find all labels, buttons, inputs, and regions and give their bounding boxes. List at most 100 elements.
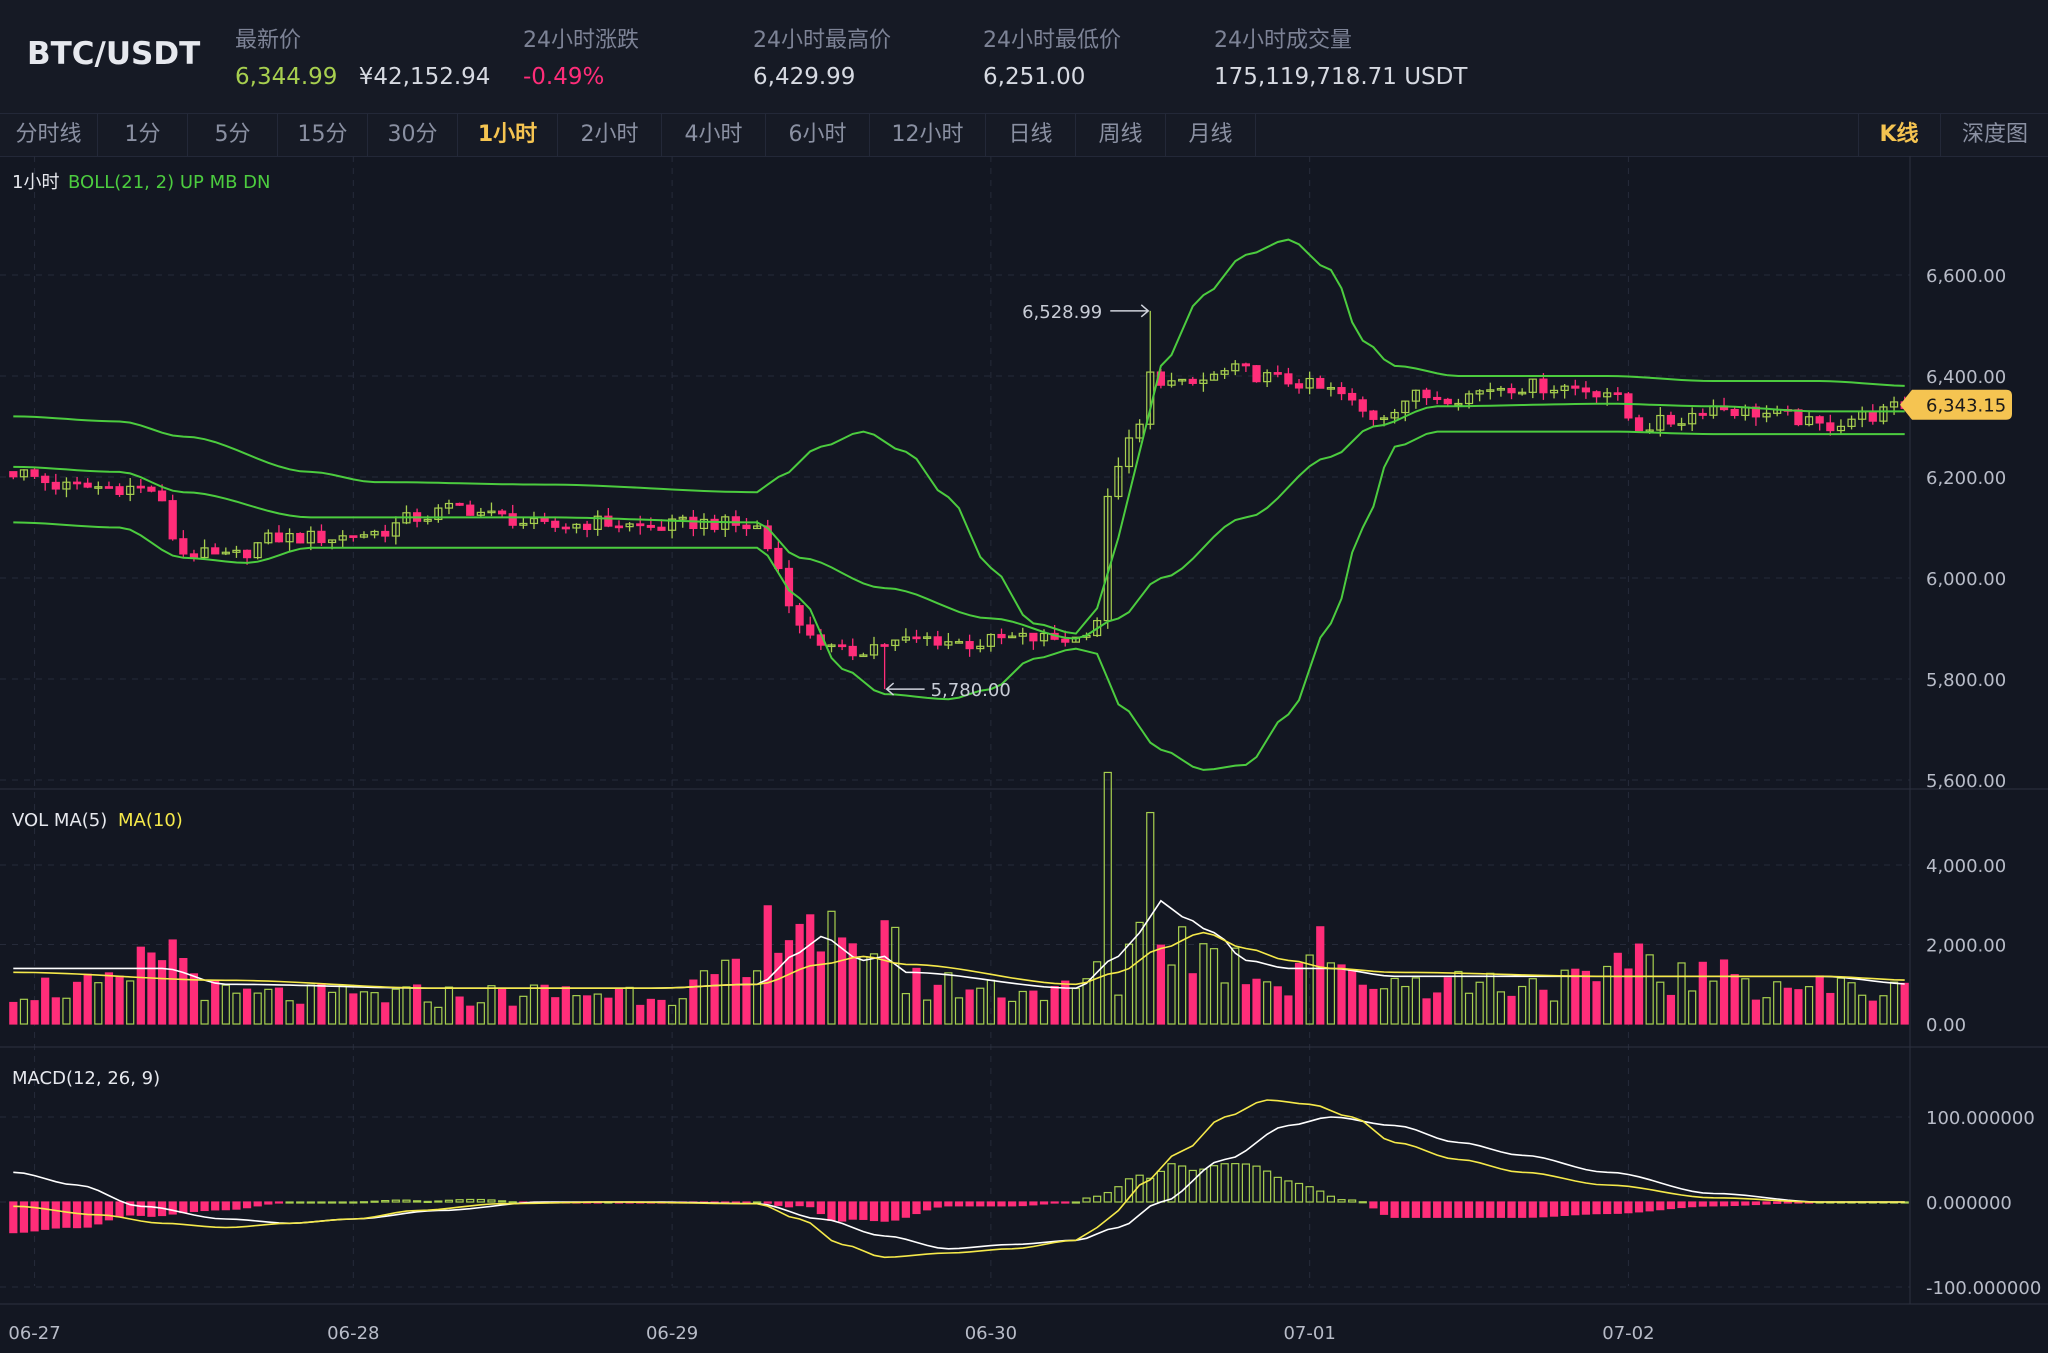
- price-axis-label: 6,200.00: [1926, 468, 2006, 489]
- macd-histogram-bar: [1316, 1190, 1325, 1203]
- volume-bar: [1475, 981, 1484, 1025]
- candle-body: [1071, 636, 1080, 643]
- volume-bar: [104, 972, 114, 1025]
- macd-histogram-bar: [965, 1201, 974, 1207]
- tab-interval[interactable]: 5分: [188, 114, 278, 156]
- macd-histogram-bar: [1656, 1201, 1665, 1211]
- candle-body: [476, 511, 485, 516]
- volume-bar: [1167, 964, 1176, 1025]
- macd-histogram-bar: [784, 1201, 794, 1208]
- macd-histogram-bar: [901, 1201, 910, 1218]
- macd-histogram-bar: [891, 1201, 900, 1221]
- volume-bar: [540, 984, 549, 1025]
- macd-histogram-bar: [232, 1201, 241, 1210]
- macd-histogram-bar: [487, 1199, 496, 1203]
- volume-bar: [1135, 921, 1144, 1025]
- macd-histogram-bar: [115, 1201, 124, 1218]
- candle-body: [784, 567, 794, 607]
- candle-body: [795, 605, 804, 626]
- candle-body: [561, 526, 570, 530]
- volume-bar: [1061, 980, 1070, 1025]
- tab-interval[interactable]: 月线: [1166, 114, 1256, 156]
- macd-histogram-bar: [1571, 1201, 1580, 1216]
- tab-kline[interactable]: K线: [1858, 114, 1939, 156]
- macd-histogram-bar: [1783, 1201, 1792, 1204]
- candle-body: [1018, 632, 1027, 637]
- macd-histogram-bar: [1124, 1178, 1134, 1203]
- candle-body: [1188, 378, 1197, 384]
- macd-histogram-bar: [1008, 1201, 1017, 1207]
- volume-bar: [1613, 952, 1622, 1025]
- volume-bar: [774, 952, 783, 1025]
- candle-body: [827, 644, 836, 648]
- macd-histogram-bar: [1284, 1180, 1293, 1203]
- volume-bar: [806, 914, 815, 1025]
- tab-interval[interactable]: 日线: [986, 114, 1076, 156]
- macd-histogram-bar: [136, 1201, 145, 1216]
- macd-histogram-bar: [1178, 1165, 1187, 1203]
- kline-chart[interactable]: 6,528.99 5,780.00 6,600.00 6,400.00 6,200.00…: [0, 156, 2048, 1353]
- volume-bar: [710, 974, 719, 1025]
- volume-bar: [1464, 992, 1474, 1025]
- tab-interval[interactable]: 30分: [368, 114, 458, 156]
- macd-histogram-bar: [126, 1201, 135, 1216]
- candle-body: [1135, 423, 1144, 439]
- tab-interval[interactable]: 周线: [1076, 114, 1166, 156]
- change-value: -0.49%: [523, 64, 605, 90]
- candle-body: [1464, 393, 1474, 405]
- volume-bar: [1677, 962, 1686, 1025]
- stat-label: 24小时成交量: [1214, 28, 1352, 53]
- tab-interval[interactable]: 12小时: [870, 114, 986, 156]
- candle-body: [667, 518, 677, 531]
- macd-histogram-bar: [1666, 1201, 1676, 1210]
- volume-bar: [1018, 990, 1027, 1025]
- volume-bar: [1868, 1000, 1877, 1025]
- volume-bar: [1804, 986, 1814, 1025]
- tab-depth[interactable]: 深度图: [1940, 114, 2048, 156]
- low-marker-label: 5,780.00: [931, 680, 1011, 701]
- volume-bar: [1900, 982, 1909, 1025]
- volume-bar: [1231, 947, 1240, 1025]
- macd-histogram-bar: [147, 1201, 156, 1217]
- last-price-label: 6,343.15: [1926, 396, 2006, 417]
- volume-bar: [264, 988, 273, 1025]
- macd-histogram-bar: [72, 1201, 82, 1229]
- candle-body: [274, 532, 284, 543]
- candle-body: [9, 471, 18, 478]
- volume-bar: [317, 983, 326, 1025]
- candle-body: [1294, 383, 1304, 389]
- candle-body: [1794, 409, 1803, 426]
- volume-bar: [83, 973, 92, 1025]
- tab-interval[interactable]: 15分: [278, 114, 368, 156]
- candle-body: [1209, 373, 1219, 381]
- tab-interval[interactable]: 1分: [98, 114, 188, 156]
- tab-interval[interactable]: 分时线: [0, 114, 98, 156]
- volume-bar: [1284, 995, 1293, 1025]
- volume-bar: [636, 1004, 645, 1025]
- macd-histogram-bar: [1071, 1201, 1080, 1204]
- volume-bar: [699, 970, 709, 1025]
- volume-bar: [582, 995, 592, 1025]
- volume-bar: [1751, 999, 1761, 1025]
- volume-bar: [838, 937, 847, 1025]
- volume-bar: [1124, 943, 1134, 1025]
- volume-bar: [1624, 968, 1633, 1025]
- candle-body: [699, 518, 709, 530]
- tab-interval[interactable]: 4小时: [662, 114, 766, 156]
- macd-histogram-bar: [253, 1201, 262, 1207]
- volume-bar: [1294, 962, 1304, 1025]
- volume-bar: [721, 959, 730, 1025]
- volume-bar: [41, 977, 50, 1025]
- volume-bar: [1433, 992, 1442, 1025]
- macd-histogram-bar: [1358, 1201, 1367, 1204]
- volume-bar: [434, 1006, 443, 1025]
- candle-body: [1688, 412, 1697, 425]
- macd-histogram-bar: [306, 1201, 315, 1204]
- volume-bar: [551, 997, 560, 1025]
- macd-histogram-bar: [200, 1201, 209, 1212]
- candle-body: [646, 524, 655, 528]
- macd-histogram-bar: [497, 1200, 507, 1203]
- tab-interval[interactable]: 2小时: [558, 114, 662, 156]
- tab-interval-active[interactable]: 1小时: [458, 114, 558, 156]
- tab-interval[interactable]: 6小时: [766, 114, 870, 156]
